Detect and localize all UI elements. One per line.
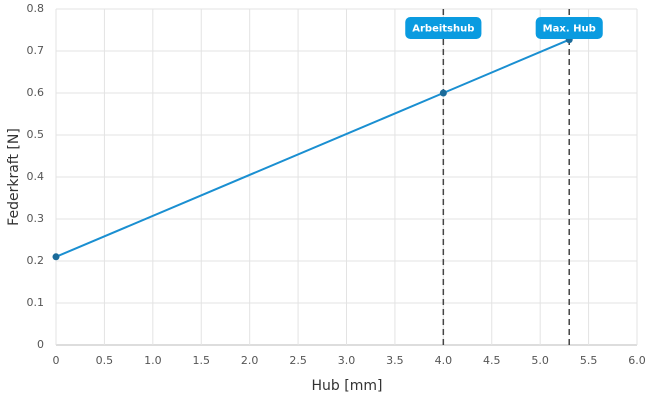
y-tick-label: 0.7	[27, 44, 45, 57]
x-tick-label: 0.5	[96, 354, 114, 367]
y-tick-label: 0.3	[27, 212, 45, 225]
annotation-label: Max. Hub	[535, 17, 603, 39]
y-tick-label: 0.8	[27, 2, 45, 15]
x-tick-label: 3.0	[338, 354, 356, 367]
annotation-label: Arbeitshub	[405, 17, 482, 39]
x-tick-label: 6.0	[628, 354, 646, 367]
x-tick-label: 0	[53, 354, 60, 367]
x-tick-label: 4.0	[435, 354, 453, 367]
y-tick-label: 0.6	[27, 86, 45, 99]
x-tick-label: 1.5	[193, 354, 211, 367]
annotation-text: Arbeitshub	[412, 24, 474, 35]
x-tick-label: 5.0	[531, 354, 549, 367]
grid	[55, 8, 638, 346]
annotation-box	[405, 17, 482, 39]
x-axis-title: Hub [mm]	[312, 378, 383, 394]
y-tick-label: 0.1	[27, 296, 45, 309]
x-tick-label: 5.5	[580, 354, 598, 367]
x-tick-label: 2.0	[241, 354, 259, 367]
annotation-box	[535, 17, 603, 39]
y-tick-label: 0.2	[27, 254, 45, 267]
data-point	[52, 253, 60, 261]
y-tick-label: 0	[37, 338, 44, 351]
x-tick-label: 3.5	[386, 354, 404, 367]
annotation-text: Max. Hub	[543, 24, 596, 35]
x-tick-label: 1.0	[144, 354, 162, 367]
x-tick-label: 2.5	[289, 354, 307, 367]
y-tick-label: 0.4	[27, 170, 45, 183]
x-tick-label: 4.5	[483, 354, 501, 367]
data-point	[439, 89, 447, 97]
y-tick-label: 0.5	[27, 128, 45, 141]
y-axis-title: Federkraft [N]	[6, 128, 22, 226]
